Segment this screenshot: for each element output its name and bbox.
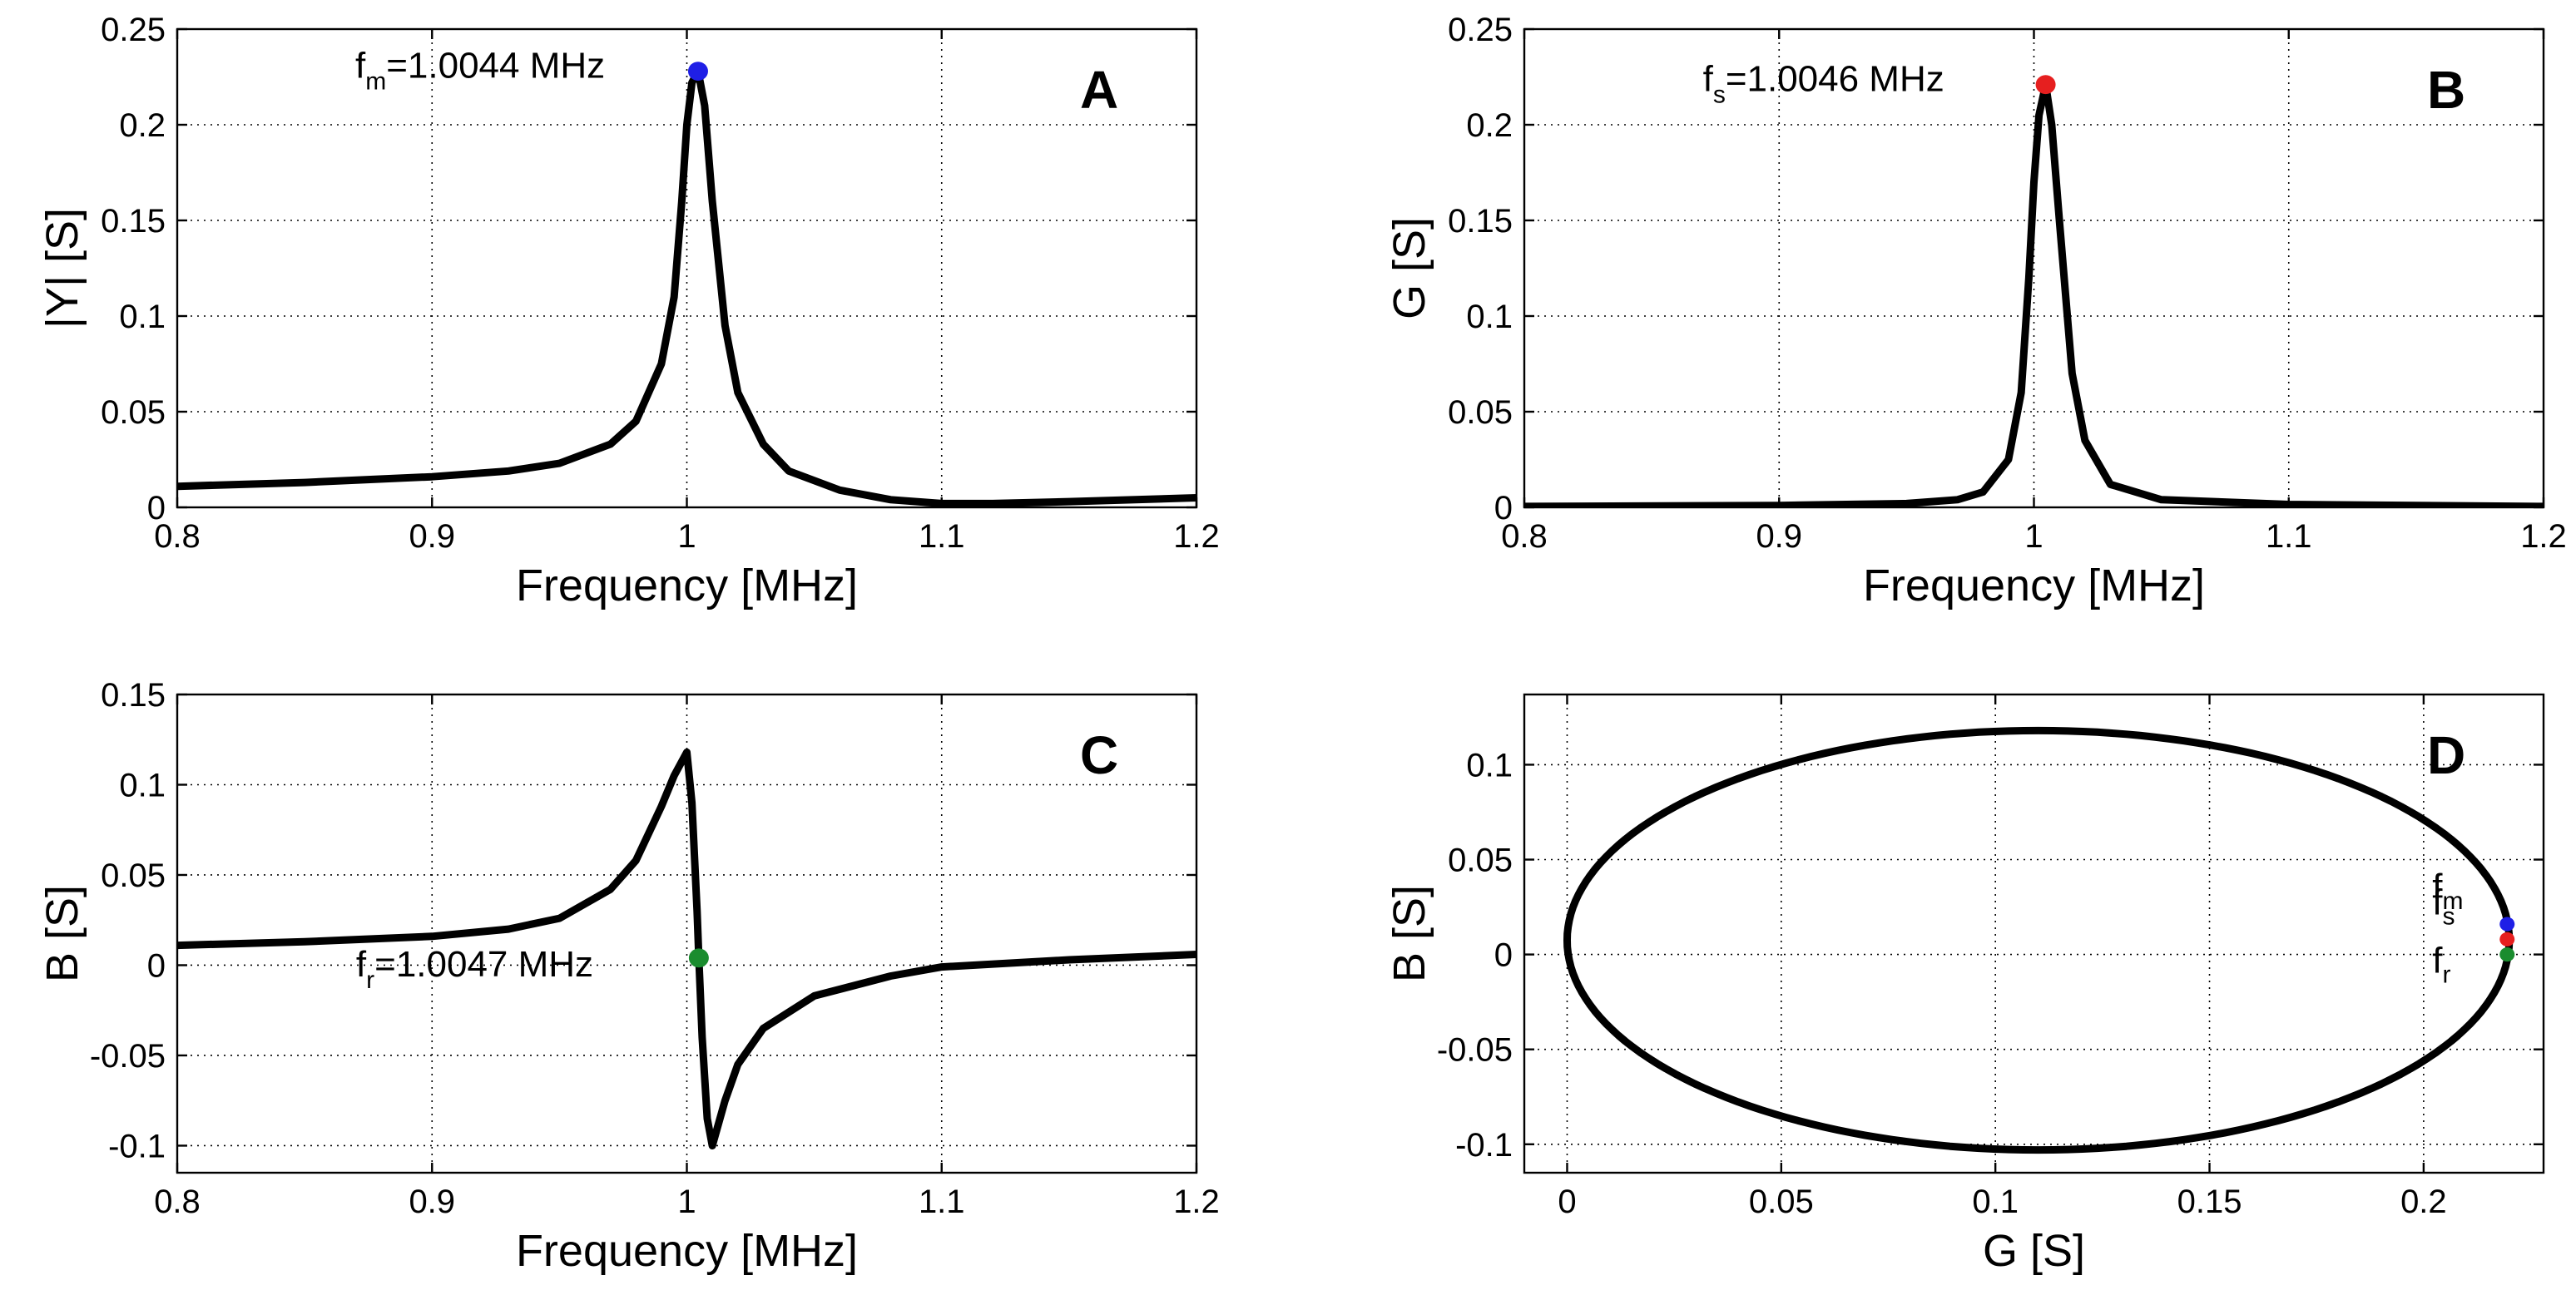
y-tick-label: 0.1 <box>119 767 166 803</box>
plot-frame <box>1523 27 2545 509</box>
panel-letter: A <box>1080 60 1118 120</box>
y-tick-label: -0.1 <box>108 1128 166 1164</box>
marker-annotation-value: =1.0047 MHz <box>374 944 593 985</box>
panel-letter: D <box>2427 725 2465 785</box>
y-tick-label: 0.2 <box>119 107 166 144</box>
x-tick-label: 0.8 <box>154 1184 201 1220</box>
data-point-marker <box>2499 917 2515 932</box>
x-tick-label: 0.9 <box>1756 518 1802 555</box>
panel-c: 0.8 0.9 1 1.1 1.2 -0.1 -0.05 0 0.05 0.1 0.15 Freque… <box>37 677 1220 1276</box>
marker-annotation-sub: r <box>366 966 374 994</box>
y-axis-label: B [S] <box>37 885 87 982</box>
x-tick-label: 0.05 <box>1749 1184 1814 1220</box>
panel-letter: C <box>1080 725 1118 785</box>
y-tick-label: 0.1 <box>1466 747 1513 783</box>
x-axis-label: Frequency [MHz] <box>516 1226 858 1276</box>
y-tick-label: 0.05 <box>1448 394 1513 431</box>
series-line <box>1563 726 2514 1154</box>
panel-a: 0.8 0.9 1 1.1 1.2 0 0.05 0.1 0.15 0.2 0.25 Frequenc… <box>37 12 1220 610</box>
x-axis-label: Frequency [MHz] <box>516 561 858 610</box>
x-tick-label: 1.1 <box>919 518 965 555</box>
y-tick-label: 0.15 <box>101 203 166 240</box>
y-tick-label: 0.05 <box>101 858 166 894</box>
x-tick-label: 0.8 <box>1501 518 1548 555</box>
y-tick-label: 0.05 <box>101 394 166 431</box>
panel-letter: B <box>2427 60 2465 120</box>
x-tick-label: 0.2 <box>2400 1184 2447 1220</box>
y-tick-label: -0.05 <box>90 1038 166 1075</box>
marker-annotation-sub: s <box>1713 82 1726 109</box>
marker-annotation: fm=1.0044 MHz <box>355 46 605 96</box>
data-point-marker <box>2499 932 2515 946</box>
marker-label-sub: m <box>2442 887 2463 915</box>
series-line <box>1524 81 2544 507</box>
y-tick-label: 0.1 <box>119 299 166 335</box>
y-tick-label: 0 <box>1494 937 1513 974</box>
y-tick-label: 0 <box>147 947 166 984</box>
x-tick-label: 1.1 <box>2266 518 2312 555</box>
x-tick-label: 1 <box>2024 518 2043 555</box>
x-tick-label: 1.2 <box>1173 1184 1220 1220</box>
x-tick-label: 0.1 <box>1972 1184 2019 1220</box>
marker-annotation: fr=1.0047 MHz <box>356 944 593 994</box>
panel-d: 0 0.05 0.1 0.15 0.2 -0.1 -0.05 0 0.05 0.1 G [S] B [… <box>1385 693 2545 1276</box>
marker-annotation: fs=1.0046 MHz <box>1703 59 1944 109</box>
y-tick-label: -0.1 <box>1455 1127 1513 1164</box>
x-tick-label: 0 <box>1558 1184 1576 1220</box>
x-tick-label: 0.15 <box>2177 1184 2242 1220</box>
y-tick-label: 0.05 <box>1448 843 1513 879</box>
data-point-marker <box>2499 947 2515 962</box>
y-tick-label: 0.25 <box>1448 12 1513 48</box>
x-tick-label: 0.8 <box>154 518 201 555</box>
x-tick-label: 1 <box>677 518 696 555</box>
x-tick-label: 1.2 <box>1173 518 1220 555</box>
x-tick-label: 0.9 <box>409 1184 455 1220</box>
series-line <box>177 748 1196 1149</box>
marker-label: fr <box>2432 941 2450 989</box>
marker-annotation-sub: m <box>365 68 386 96</box>
y-tick-label: -0.05 <box>1437 1032 1513 1069</box>
plot-frame <box>176 27 1198 509</box>
marker-annotation-value: =1.0046 MHz <box>1726 59 1944 100</box>
plot-frame <box>176 693 1198 1174</box>
x-axis-label: Frequency [MHz] <box>1863 561 2205 610</box>
x-tick-label: 1.1 <box>919 1184 965 1220</box>
y-tick-label: 0.2 <box>1466 107 1513 144</box>
y-axis-label: B [S] <box>1385 885 1434 982</box>
marker-label-sub: r <box>2442 961 2450 989</box>
y-tick-label: 0 <box>1494 490 1513 526</box>
x-tick-label: 1 <box>677 1184 696 1220</box>
x-axis-label: G [S] <box>1983 1226 2085 1276</box>
series-line <box>177 67 1196 507</box>
marker-annotation-value: =1.0044 MHz <box>386 46 605 86</box>
data-point-marker <box>687 62 708 81</box>
y-tick-label: 0.25 <box>101 12 166 48</box>
data-point-marker <box>2035 75 2056 95</box>
y-tick-label: 0.15 <box>1448 203 1513 240</box>
x-tick-label: 1.2 <box>2520 518 2567 555</box>
y-tick-label: 0.1 <box>1466 299 1513 335</box>
x-tick-label: 0.9 <box>409 518 455 555</box>
y-tick-label: 0 <box>147 490 166 526</box>
data-point-marker <box>688 948 709 968</box>
panel-b: 0.8 0.9 1 1.1 1.2 0 0.05 0.1 0.15 0.2 0.25 Frequenc… <box>1385 12 2567 610</box>
y-axis-label: G [S] <box>1385 217 1434 319</box>
y-axis-label: |Y| [S] <box>37 208 87 329</box>
y-tick-label: 0.15 <box>101 677 166 714</box>
plot-frame <box>1523 693 2545 1174</box>
marker-label-sub: s <box>2442 902 2455 930</box>
